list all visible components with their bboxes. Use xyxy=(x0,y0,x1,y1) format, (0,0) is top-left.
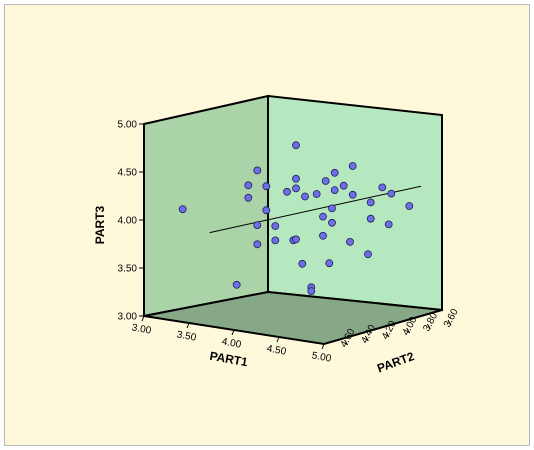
data-point xyxy=(232,280,241,289)
floor-panel xyxy=(143,290,443,346)
left-wall-panel xyxy=(143,94,269,318)
data-point xyxy=(244,193,253,202)
data-point xyxy=(321,177,330,185)
z-tick-label: 4.00 xyxy=(118,216,138,227)
back-wall-panel xyxy=(267,94,443,312)
z-tick-label: 3.00 xyxy=(118,312,138,323)
data-point xyxy=(364,250,372,259)
data-point xyxy=(325,259,334,268)
data-point xyxy=(253,166,262,175)
y-tick-label: 3.60 xyxy=(442,307,461,330)
y-tick-mark xyxy=(364,335,369,342)
scatter-3d-plot: 3.00 3.50 4.00 4.50 5.00 3.00 3.50 4.00 4.50 5.00… xyxy=(93,94,461,375)
x-tick-mark xyxy=(276,336,280,343)
data-point xyxy=(262,182,271,191)
data-point xyxy=(253,221,262,230)
x-tick-mark xyxy=(141,315,145,322)
x-tick-label: 3.50 xyxy=(176,329,198,343)
x-tick-mark xyxy=(231,329,235,336)
data-point xyxy=(298,259,307,268)
x-tick-label: 5.00 xyxy=(311,350,333,364)
data-point xyxy=(387,189,396,198)
z-axis-title: PART3 xyxy=(93,205,107,244)
z-tick-label: 5.00 xyxy=(118,120,138,131)
data-point xyxy=(292,141,300,150)
data-point xyxy=(319,231,327,240)
data-point xyxy=(244,181,253,190)
data-point xyxy=(178,205,187,214)
data-point xyxy=(339,181,348,190)
data-point xyxy=(301,192,309,201)
x-tick-mark xyxy=(186,322,190,329)
data-point xyxy=(366,198,375,207)
fit-line xyxy=(209,185,422,234)
y-tick-mark xyxy=(385,331,390,338)
data-point xyxy=(253,240,262,249)
y-axis-title: PART2 xyxy=(375,349,416,375)
data-point xyxy=(262,206,271,215)
chart-frame: 3.00 3.50 4.00 4.50 5.00 3.00 3.50 4.00 4.50 5.00… xyxy=(4,4,530,446)
data-point xyxy=(405,202,414,210)
data-point xyxy=(384,220,393,229)
data-point xyxy=(283,187,291,196)
y-tick-mark xyxy=(406,327,411,334)
z-tick-label: 3.50 xyxy=(118,264,138,275)
data-point xyxy=(378,183,387,192)
x-tick-label: 4.50 xyxy=(266,343,288,357)
data-point xyxy=(328,204,336,213)
x-axis-title: PART1 xyxy=(209,349,250,370)
data-point xyxy=(292,174,300,183)
data-point xyxy=(307,287,316,296)
data-point xyxy=(292,235,300,244)
data-point xyxy=(330,168,339,177)
data-point xyxy=(319,212,327,221)
data-point xyxy=(292,184,300,193)
data-point xyxy=(312,190,321,198)
y-tick-mark xyxy=(447,319,452,326)
data-point xyxy=(348,162,357,170)
data-point xyxy=(271,236,280,245)
data-point xyxy=(328,218,336,227)
x-tick-label: 3.00 xyxy=(131,322,153,336)
y-tick-mark xyxy=(344,339,349,346)
y-tick-mark xyxy=(426,323,431,330)
data-point xyxy=(330,186,339,195)
data-point xyxy=(346,237,354,246)
data-point xyxy=(366,214,375,223)
data-point xyxy=(271,222,280,230)
data-point xyxy=(348,190,357,199)
z-tick-label: 4.50 xyxy=(118,168,138,179)
x-tick-label: 4.00 xyxy=(221,336,243,350)
x-tick-mark xyxy=(321,343,325,350)
